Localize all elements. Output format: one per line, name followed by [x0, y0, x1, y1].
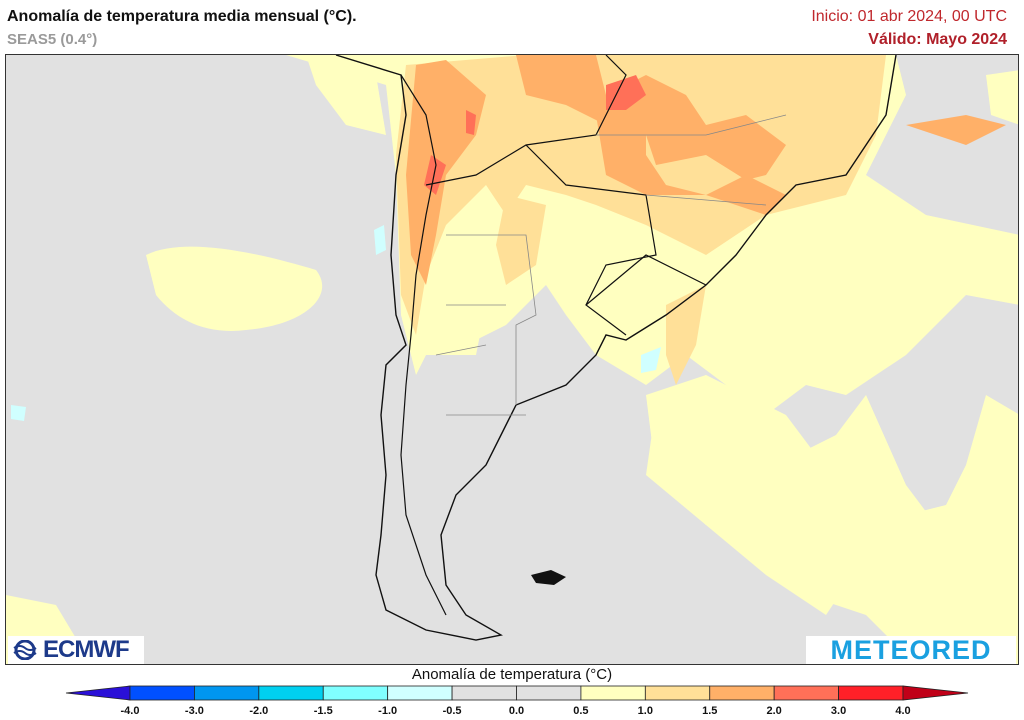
anomaly-area-yellow — [646, 375, 866, 615]
colorbar-segment — [451, 685, 517, 701]
anomaly-area-yellow — [146, 246, 323, 331]
colorbar-tick-label: -4.0 — [120, 705, 140, 717]
colorbar-tick-label: -2.0 — [249, 705, 269, 717]
province-borders — [435, 114, 787, 416]
colorbar-tick-label: -1.0 — [378, 705, 398, 717]
anomaly-area-orange — [596, 95, 786, 215]
anomaly-map[interactable] — [5, 54, 1019, 665]
meteored-logo-text: METEORED — [830, 634, 992, 665]
coastline — [335, 55, 897, 641]
valid-date: Válido: Mayo 2024 — [868, 31, 1007, 48]
anomaly-area-red-orange — [424, 155, 446, 195]
colorbar-over-triangle — [902, 685, 969, 701]
colorbar-segment — [644, 685, 711, 701]
anomaly-area-light-cyan — [641, 347, 661, 373]
colorbar-tick-label: -1.5 — [313, 705, 333, 717]
anomaly-area-orange — [516, 55, 786, 180]
colorbar-segment — [194, 685, 260, 701]
colorbar-tick-label: 1.0 — [637, 705, 653, 717]
anomaly-area-yellow — [986, 70, 1018, 125]
ecmwf-emblem-icon — [13, 640, 37, 660]
map-canvas — [6, 55, 1018, 664]
colorbar-tick-label: 0.5 — [573, 705, 589, 717]
colorbar-tick-label: 3.0 — [830, 705, 847, 717]
init-date: Inicio: 01 abr 2024, 00 UTC — [811, 8, 1007, 25]
colorbar — [65, 685, 969, 701]
colorbar-under-triangle — [65, 685, 131, 701]
colorbar-segment — [709, 685, 775, 701]
colorbar-tick-label: 1.5 — [702, 705, 718, 717]
anomaly-area-light-cyan — [11, 405, 26, 421]
colorbar-segment — [516, 685, 582, 701]
colorbar-tick-label: 2.0 — [766, 705, 782, 717]
ecmwf-logo: ECMWF — [8, 636, 144, 664]
colorbar-segment — [838, 685, 904, 701]
colorbar-segment — [322, 685, 389, 701]
anomaly-area-light-cyan — [374, 225, 386, 255]
colorbar-segment — [773, 685, 839, 701]
anomaly-area-light-orange — [396, 55, 886, 335]
colorbar-tick-label: 4.0 — [895, 705, 911, 717]
colorbar-tick-label: -0.5 — [442, 705, 462, 717]
anomaly-area-yellow — [906, 505, 1018, 664]
meteored-logo: METEORED — [806, 634, 1016, 665]
colorbar-segment — [580, 685, 646, 701]
anomaly-area-yellow — [306, 55, 386, 135]
country-border — [585, 254, 707, 306]
anomaly-area-red-orange — [606, 75, 646, 110]
falkland-islands — [531, 570, 566, 585]
map-title: Anomalía de temperatura media mensual (°… — [7, 8, 357, 25]
colorbar-segment — [387, 685, 453, 701]
colorbar-title: Anomalía de temperatura (°C) — [411, 666, 613, 683]
colorbar-segment — [258, 685, 324, 701]
colorbar-tick-label: 0.0 — [508, 705, 525, 717]
anomaly-area-orange — [906, 115, 1006, 145]
country-border — [400, 74, 447, 616]
anomaly-area-light-orange — [666, 285, 706, 385]
anomaly-area-light-orange — [496, 195, 546, 285]
colorbar-segment — [129, 685, 195, 701]
model-label: SEAS5 (0.4°) — [7, 31, 98, 48]
ecmwf-logo-text: ECMWF — [43, 636, 130, 663]
colorbar-tick-label: -3.0 — [184, 705, 204, 717]
country-border — [425, 55, 627, 186]
anomaly-area-red-orange — [466, 110, 476, 135]
